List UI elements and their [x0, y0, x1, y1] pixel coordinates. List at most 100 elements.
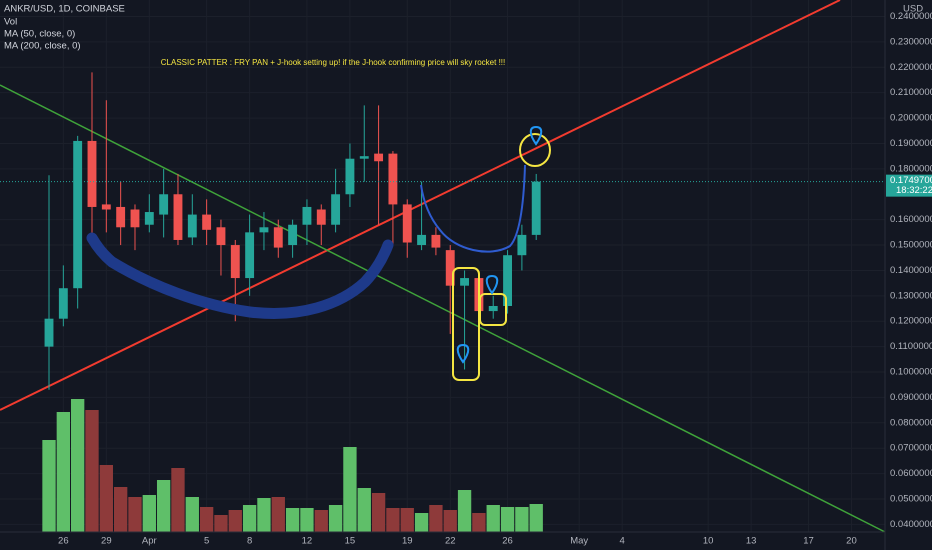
pins: [456, 125, 543, 364]
candle-body: [259, 227, 269, 233]
volume-bar: [457, 490, 472, 532]
volume-bar: [285, 508, 300, 532]
x-tick-label: Apr: [142, 536, 157, 547]
y-tick-label: 0.20000000: [890, 113, 932, 124]
candle-body: [402, 204, 412, 243]
candle-body: [316, 209, 326, 225]
candle-body: [388, 153, 398, 205]
candle-body: [460, 278, 470, 286]
volume-bar: [300, 508, 314, 532]
volume-bar: [228, 510, 242, 532]
y-tick-label: 0.09000000: [890, 392, 932, 403]
annotation: CLASSIC PATTER : FRY PAN + J-hook settin…: [161, 58, 506, 67]
candle-body: [302, 206, 312, 225]
candle-body: [216, 227, 226, 246]
x-tick-label: 26: [502, 536, 513, 547]
candle-body: [431, 234, 441, 248]
trend-line-red: [0, 0, 841, 411]
highlight-box: [452, 267, 480, 381]
volume-bar: [486, 505, 500, 532]
volume-bar: [242, 505, 257, 532]
candle-body: [374, 153, 384, 162]
candle-body: [359, 156, 369, 159]
y-tick-label: 0.13000000: [890, 290, 932, 301]
volume-bar: [171, 468, 185, 532]
candle-body: [87, 140, 97, 207]
symbol-title: ANKR/USD, 1D, COINBASE: [4, 4, 125, 15]
price-axis: [885, 0, 932, 550]
x-tick-label: 29: [101, 536, 112, 547]
x-tick-label: 13: [746, 536, 757, 547]
volume-bar: [314, 510, 328, 532]
volume-bar: [529, 504, 543, 532]
pin: [529, 125, 543, 146]
y-tick-label: 0.22000000: [890, 62, 932, 73]
x-tick-label: 12: [302, 536, 313, 547]
y-tick-label: 0.23000000: [890, 36, 932, 47]
indicator-label: MA (200, close, 0): [4, 41, 81, 52]
y-tick-label: 0.05000000: [890, 494, 932, 505]
j-hook-drawing: [420, 164, 526, 253]
volume-bar: [371, 493, 386, 532]
volume-bar: [414, 513, 429, 532]
grid: [0, 0, 885, 532]
x-tick-label: 17: [803, 536, 814, 547]
candle-body: [187, 214, 197, 238]
x-tick-label: 15: [345, 536, 356, 547]
volume-layer: [42, 399, 543, 532]
volume-bar: [113, 487, 128, 532]
candle-body: [130, 209, 140, 228]
y-tick-label: 0.06000000: [890, 468, 932, 479]
countdown-label: 18:32:22: [896, 185, 932, 196]
y-tick-label: 0.18000000: [890, 163, 932, 174]
volume-bar: [185, 497, 199, 532]
volume-bar: [142, 495, 156, 532]
x-tick-label: 4: [620, 536, 625, 547]
x-tick-label: 10: [703, 536, 714, 547]
volume-bar: [328, 505, 343, 532]
pan-drawing: [86, 232, 394, 319]
x-tick-label: 19: [402, 536, 413, 547]
candle-body: [58, 288, 68, 319]
y-tick-label: 0.07000000: [890, 443, 932, 454]
currency-label: USD: [903, 4, 923, 15]
volume-bar: [515, 507, 529, 532]
volume-bar: [42, 440, 56, 532]
candle-body: [173, 194, 183, 240]
x-tick-label: 20: [846, 536, 857, 547]
y-tick-label: 0.14000000: [890, 265, 932, 276]
volume-bar: [99, 465, 113, 532]
indicator-label: MA (50, close, 0): [4, 29, 75, 40]
candle-body: [230, 245, 240, 279]
candle-body: [202, 214, 212, 230]
volume-bar: [443, 510, 457, 532]
indicator-label: Vol: [4, 17, 17, 28]
volume-bar: [429, 505, 443, 532]
candle-body: [331, 194, 341, 225]
highlight-circle: [519, 133, 551, 167]
candle-body: [73, 140, 83, 289]
candle-body: [288, 224, 298, 246]
candle-body: [417, 234, 427, 246]
candle-body: [445, 250, 455, 286]
x-tick-label: 26: [58, 536, 69, 547]
last-price-box: [886, 174, 932, 197]
y-tick-label: 0.24000000: [890, 11, 932, 22]
trend-line-green: [0, 84, 886, 533]
volume-bar: [357, 488, 371, 532]
volume-bar: [257, 498, 271, 532]
candle-body: [503, 255, 512, 306]
volume-bar: [71, 399, 85, 532]
candle-body: [345, 158, 355, 195]
volume-bar: [128, 497, 142, 532]
volume-bar: [343, 447, 357, 532]
volume-bar: [400, 508, 414, 532]
x-tick-label: May: [570, 536, 588, 547]
candle-body: [531, 181, 541, 235]
y-tick-label: 0.10000000: [890, 367, 932, 378]
volume-bar: [199, 507, 214, 532]
volume-bar: [85, 410, 99, 532]
